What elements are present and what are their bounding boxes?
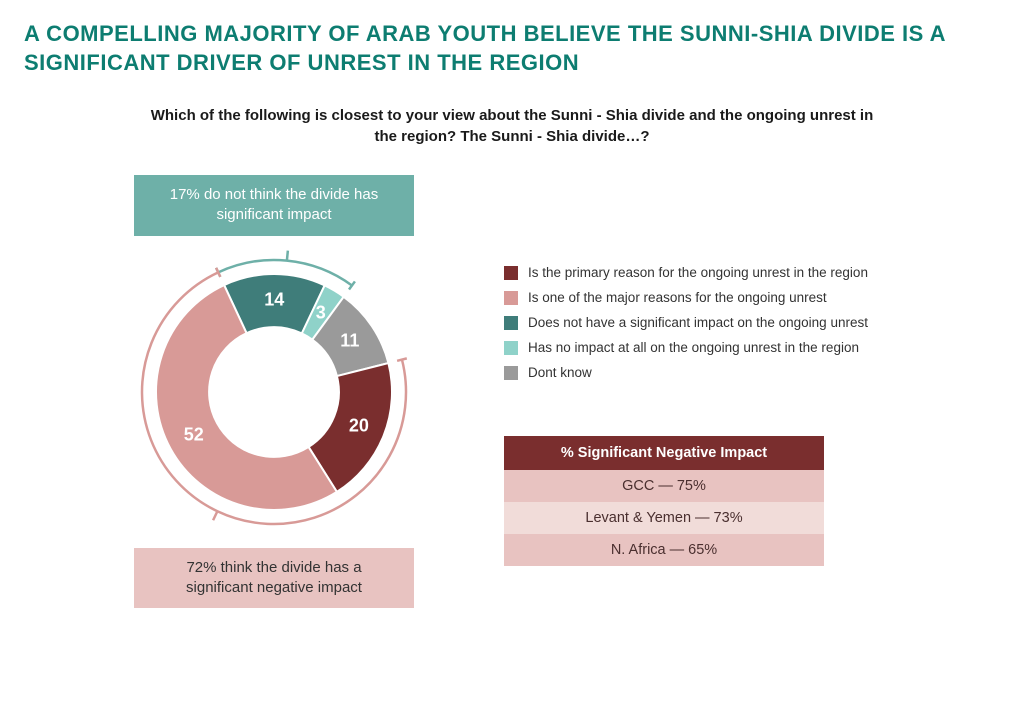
donut-segment-label: 52 bbox=[184, 425, 204, 446]
legend-item: Is one of the major reasons for the ongo… bbox=[504, 290, 940, 305]
legend-label: Has no impact at all on the ongoing unre… bbox=[528, 340, 859, 355]
callout-top: 17% do not think the divide has signific… bbox=[134, 175, 414, 236]
legend-item: Is the primary reason for the ongoing un… bbox=[504, 265, 940, 280]
donut-segment-label: 20 bbox=[349, 415, 369, 436]
page-headline: A COMPELLING MAJORITY OF ARAB YOUTH BELI… bbox=[24, 20, 1000, 77]
legend-swatch bbox=[504, 291, 518, 305]
legend-item: Has no impact at all on the ongoing unre… bbox=[504, 340, 940, 355]
survey-question: Which of the following is closest to you… bbox=[142, 105, 882, 147]
region-table-cell: Levant & Yemen — 73% bbox=[504, 502, 824, 534]
callout-bottom-text: 72% think the divide has a significant n… bbox=[186, 559, 362, 596]
content-row: 17% do not think the divide has signific… bbox=[24, 175, 1000, 608]
legend-swatch bbox=[504, 341, 518, 355]
donut-segment-label: 14 bbox=[264, 290, 284, 311]
legend-swatch bbox=[504, 316, 518, 330]
region-table: % Significant Negative Impact GCC — 75%L… bbox=[504, 436, 824, 566]
region-table-cell: N. Africa — 65% bbox=[504, 534, 824, 566]
callout-bottom: 72% think the divide has a significant n… bbox=[134, 548, 414, 609]
chart-column: 17% do not think the divide has signific… bbox=[84, 175, 464, 608]
donut-segment-label: 3 bbox=[316, 303, 326, 324]
legend-label: Is the primary reason for the ongoing un… bbox=[528, 265, 868, 280]
legend-label: Dont know bbox=[528, 365, 592, 380]
legend-label: Does not have a significant impact on th… bbox=[528, 315, 868, 330]
region-table-header: % Significant Negative Impact bbox=[504, 436, 824, 470]
callout-top-text: 17% do not think the divide has signific… bbox=[170, 186, 378, 223]
right-column: Is the primary reason for the ongoing un… bbox=[504, 175, 940, 566]
legend-swatch bbox=[504, 366, 518, 380]
legend-swatch bbox=[504, 266, 518, 280]
legend-item: Does not have a significant impact on th… bbox=[504, 315, 940, 330]
legend-label: Is one of the major reasons for the ongo… bbox=[528, 290, 827, 305]
chart-legend: Is the primary reason for the ongoing un… bbox=[504, 265, 940, 380]
donut-chart: 14 3 11 20 52 bbox=[124, 242, 424, 542]
donut-segment-label: 11 bbox=[340, 330, 359, 351]
legend-item: Dont know bbox=[504, 365, 940, 380]
region-table-cell: GCC — 75% bbox=[504, 470, 824, 502]
